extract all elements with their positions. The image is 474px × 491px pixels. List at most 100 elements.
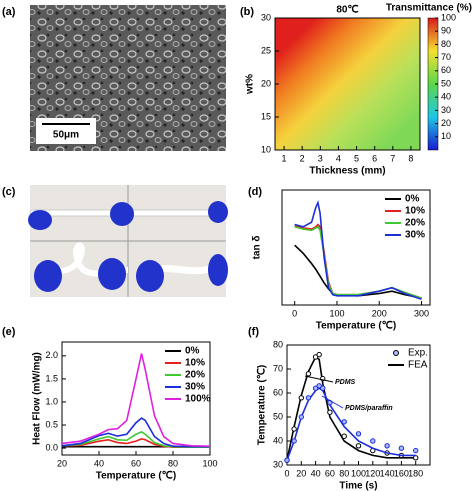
x-tick-label: 100: [202, 458, 217, 468]
x-tick-label: 40: [311, 468, 321, 478]
exp-point: [320, 385, 326, 391]
colorbar-tick-label: 90: [441, 26, 451, 36]
y-tick-label: 25: [261, 45, 271, 55]
y-tick-label: 20: [261, 78, 271, 88]
exp-point: [327, 409, 333, 415]
legend-marker: [393, 350, 399, 356]
exp-point: [316, 351, 322, 358]
y-tick-label: 60: [273, 387, 283, 397]
colorbar-tick-label: 80: [441, 39, 451, 49]
glove: [208, 254, 228, 286]
colorbar-tick-label: 20: [441, 118, 451, 128]
annotation: PDMS/paraffin: [345, 405, 393, 412]
glove: [110, 202, 134, 226]
x-tick-label: 8: [408, 153, 413, 163]
scale-bar-box: [36, 118, 96, 144]
y-axis-label: wt%: [245, 74, 256, 95]
panel-label: (b): [240, 6, 254, 18]
series-line: [294, 225, 422, 299]
colorbar-tick-label: 30: [441, 105, 451, 115]
colorbar-tick-label: 50: [441, 78, 451, 88]
x-tick-label: 300: [414, 308, 429, 318]
exp-point: [305, 371, 312, 377]
y-axis-label: tan δ: [252, 236, 263, 260]
x-axis-label: Thickness (mm): [309, 166, 385, 177]
legend-label: 20%: [185, 370, 205, 381]
glove: [28, 210, 52, 230]
colorbar-tick-label: 10: [441, 131, 451, 141]
x-tick-label: 60: [325, 468, 335, 478]
x-tick-label: 0: [292, 308, 297, 318]
legend-label: 30%: [405, 230, 425, 241]
series-line: [294, 200, 422, 301]
exp-point: [413, 447, 419, 454]
exp-point: [341, 419, 347, 425]
x-tick-label: 100: [329, 308, 344, 318]
x-axis-label: Temperature (℃): [316, 321, 397, 332]
x-tick-label: 80: [339, 468, 349, 478]
legend-label: 100%: [185, 394, 211, 405]
exp-point: [316, 383, 322, 389]
x-tick-label: 40: [94, 458, 104, 468]
x-tick-label: 1: [282, 153, 287, 163]
exp-point: [341, 433, 347, 439]
glove: [98, 258, 126, 290]
fea-line: [286, 387, 416, 461]
annotation-arrow: [321, 395, 344, 409]
y-axis-label: Heat Flow (mW/mg): [32, 352, 43, 445]
x-tick-label: 20: [296, 468, 306, 478]
heatmap: [275, 18, 420, 150]
exp-point: [284, 457, 290, 463]
exp-point: [355, 431, 362, 437]
exp-point: [312, 385, 319, 391]
x-axis-label: Time (s): [339, 481, 377, 491]
y-tick-label: 80: [273, 339, 283, 349]
chart-title: 80℃: [336, 5, 358, 16]
colorbar-tick-label: 60: [441, 65, 451, 75]
y-tick-label: 50: [273, 411, 283, 421]
x-tick-label: 140: [380, 468, 395, 478]
x-tick-label: 20: [57, 458, 67, 468]
exp-point: [370, 438, 376, 444]
exp-point: [298, 414, 304, 420]
panel-label: (c): [2, 186, 16, 198]
y-tick-label: 2.0: [45, 350, 58, 360]
legend-label: FEA: [408, 360, 428, 371]
annotation-arrow: [304, 375, 334, 383]
fea-line: [286, 355, 416, 461]
colorbar-label: Transmittance (%): [386, 3, 472, 14]
y-tick-label: 40: [273, 435, 283, 445]
x-tick-label: 180: [408, 468, 423, 478]
x-tick-label: 7: [390, 153, 395, 163]
x-tick-label: 3: [318, 153, 323, 163]
x-tick-label: 6: [372, 153, 377, 163]
y-tick-label: 30: [273, 459, 283, 469]
legend-label: 10%: [185, 358, 205, 369]
series-line: [61, 353, 211, 448]
y-tick-label: 70: [273, 363, 283, 373]
series-line: [294, 244, 422, 299]
exp-point: [298, 395, 304, 401]
y-tick-label: 30: [261, 12, 271, 22]
exp-point: [291, 426, 297, 432]
panel-label: (a): [2, 6, 16, 18]
panel-label: (e): [2, 326, 16, 338]
x-tick-label: 2: [300, 153, 305, 163]
panel-label: (d): [248, 186, 262, 198]
exp-point: [291, 438, 297, 444]
exp-point: [384, 443, 390, 449]
glove: [34, 260, 62, 292]
legend-label: Exp.: [408, 348, 428, 359]
x-tick-label: 160: [394, 468, 409, 478]
x-tick-label: 120: [365, 468, 380, 478]
y-tick-label: 15: [261, 111, 271, 121]
y-tick-label: 0.5: [45, 419, 58, 429]
exp-point: [305, 395, 312, 401]
y-tick-label: 1.0: [45, 396, 58, 406]
x-axis-label: Temperature (℃): [96, 471, 177, 482]
x-tick-label: 4: [336, 153, 341, 163]
x-tick-label: 80: [168, 458, 178, 468]
annotation: PDMS: [335, 379, 356, 386]
x-tick-label: 200: [372, 308, 387, 318]
